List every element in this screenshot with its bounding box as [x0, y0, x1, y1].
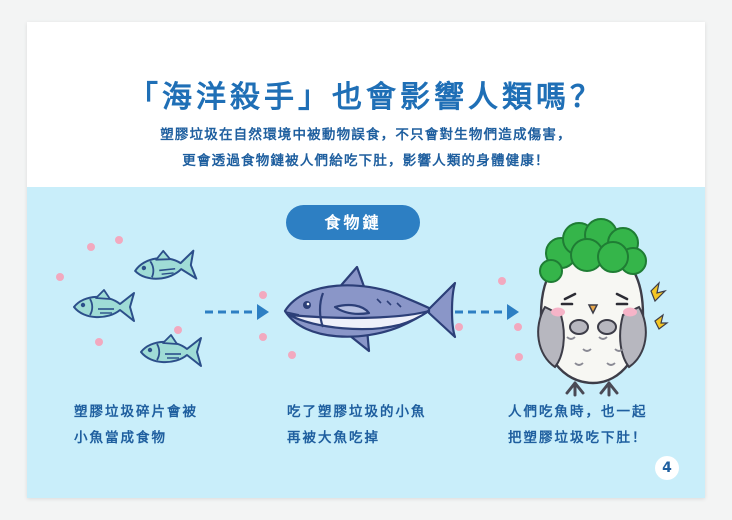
caption-step-2: 吃了塑膠垃圾的小魚 再被大魚吃掉 [287, 399, 427, 451]
caption-step-1: 塑膠垃圾碎片會被 小魚當成食物 [74, 399, 198, 451]
caption-step-3-line-1: 人們吃魚時，也一起 [508, 404, 648, 420]
food-chain-panel: 食物鏈 塑膠垃圾碎片會被 小魚當成食物 吃了塑膠垃圾的小魚 再被大魚吃掉 人們吃… [27, 187, 705, 498]
caption-step-1-line-1: 塑膠垃圾碎片會被 [74, 404, 198, 420]
subtitle-line-1: 塑膠垃圾在自然環境中被動物誤食，不只會對生物們造成傷害， [160, 127, 572, 143]
subtitle-line-2: 更會透過食物鏈被人們給吃下肚，影響人類的身體健康！ [182, 153, 550, 169]
sparkle-icon [650, 281, 669, 330]
dashed-arrow-icon [205, 304, 269, 320]
small-fish-icon [140, 334, 202, 367]
owl-character-icon [537, 218, 647, 397]
page-number: 4 [655, 456, 679, 480]
caption-step-2-line-1: 吃了塑膠垃圾的小魚 [287, 404, 427, 420]
caption-step-2-line-2: 再被大魚吃掉 [287, 430, 380, 446]
dashed-arrow-icon [455, 304, 519, 320]
small-fish-icon [132, 246, 198, 286]
caption-step-3: 人們吃魚時，也一起 把塑膠垃圾吃下肚！ [508, 399, 648, 451]
infographic-card: 「海洋殺手」也會影響人類嗎？ 塑膠垃圾在自然環境中被動物誤食，不只會對生物們造成… [27, 22, 705, 498]
page-title: 「海洋殺手」也會影響人類嗎？ [128, 80, 604, 115]
food-chain-illustration [56, 218, 669, 397]
caption-step-3-line-2: 把塑膠垃圾吃下肚！ [508, 430, 648, 446]
small-fish-icon [73, 289, 135, 322]
tuna-icon [283, 265, 457, 353]
food-chain-label: 食物鏈 [286, 205, 420, 240]
caption-step-1-line-2: 小魚當成食物 [74, 430, 167, 446]
